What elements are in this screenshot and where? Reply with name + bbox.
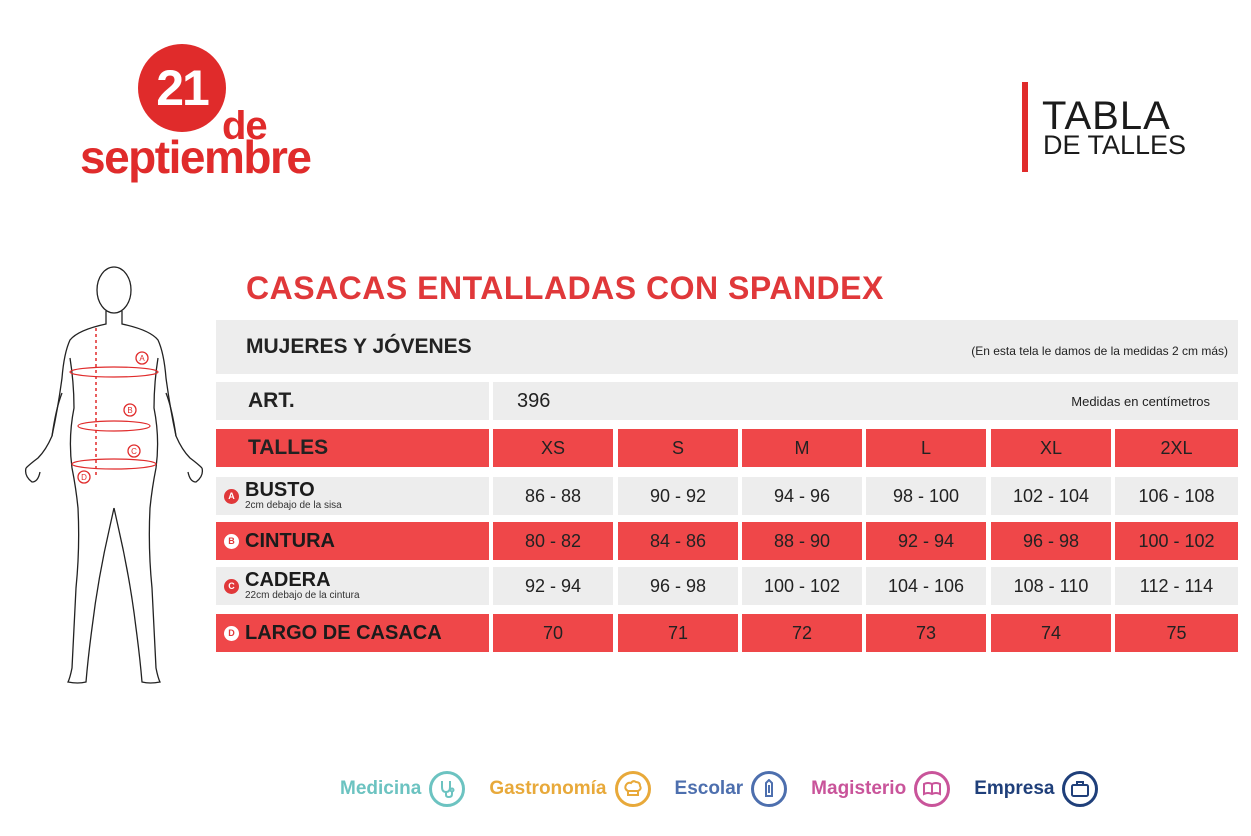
table-heading: CASACAS ENTALLADAS CON SPANDEX — [246, 270, 884, 306]
category-label: Medicina — [340, 778, 422, 799]
marker-b-badge: B — [224, 533, 239, 549]
table-cell: 71 — [618, 614, 738, 652]
art-value: 396 — [517, 389, 551, 412]
table-cell: 104 - 106 — [866, 567, 986, 605]
table-cell: 72 — [742, 614, 862, 652]
table-cell: 70 — [493, 614, 613, 652]
table-cell: 108 - 110 — [991, 567, 1111, 605]
table-cell: 84 - 86 — [618, 522, 738, 560]
logo-month: septiembre — [80, 131, 312, 183]
size-header: XL — [991, 429, 1111, 467]
category-label: Gastronomía — [489, 778, 607, 799]
title-accent-bar — [1022, 82, 1028, 172]
row-name: BUSTO — [245, 479, 315, 501]
table-cell: 75 — [1115, 614, 1238, 652]
table-cell: 73 — [866, 614, 986, 652]
figure-marker-a: A — [139, 354, 145, 363]
figure-marker-b: B — [127, 406, 132, 415]
group-row: MUJERES Y JÓVENES (En esta tela le damos… — [216, 320, 1238, 374]
marker-c-badge: C — [224, 578, 239, 594]
size-header: M — [742, 429, 862, 467]
group-note: (En esta tela le damos de la medidas 2 c… — [971, 344, 1228, 358]
talles-header-label: TALLES — [248, 436, 329, 459]
table-cell: 96 - 98 — [618, 567, 738, 605]
table-cell: 106 - 108 — [1115, 477, 1238, 515]
book-icon — [914, 771, 951, 807]
group-label: MUJERES Y JÓVENES — [246, 335, 472, 358]
table-cell: 94 - 96 — [742, 477, 862, 515]
category-label: Magisterio — [811, 778, 907, 799]
category-gastronomia[interactable]: Gastronomía — [489, 771, 651, 807]
table-cell: 90 - 92 — [618, 477, 738, 515]
row-name: LARGO DE CASACA — [245, 622, 442, 644]
chef-hat-icon — [614, 771, 651, 807]
marker-a-badge: A — [224, 488, 239, 504]
units-note: Medidas en centímetros — [1071, 393, 1210, 409]
row-label-busto: A BUSTO 2cm debajo de la sisa — [216, 477, 489, 515]
category-medicina[interactable]: Medicina — [340, 771, 466, 807]
figure-marker-c: C — [131, 447, 137, 456]
table-cell: 86 - 88 — [493, 477, 613, 515]
art-value-cell: 396 Medidas en centímetros — [493, 382, 1238, 420]
table-cell: 102 - 104 — [991, 477, 1111, 515]
table-cell: 96 - 98 — [991, 522, 1111, 560]
row-subtitle: 22cm debajo de la cintura — [245, 590, 360, 601]
category-label: Empresa — [974, 778, 1055, 799]
table-cell: 74 — [991, 614, 1111, 652]
page-title-line2: DE TALLES — [1043, 130, 1187, 160]
table-cell: 112 - 114 — [1115, 567, 1238, 605]
figure-marker-d: D — [81, 473, 87, 482]
category-label: Escolar — [674, 778, 744, 799]
talles-header-cell: TALLES — [216, 429, 489, 467]
brand-logo: 21 de septiembre — [80, 38, 350, 188]
row-label-cadera: C CADERA 22cm debajo de la cintura — [216, 567, 489, 605]
briefcase-icon — [1062, 771, 1099, 807]
category-footer: Medicina Gastronomía Escolar Magisterio … — [340, 770, 1122, 808]
table-cell: 80 - 82 — [493, 522, 613, 560]
size-header: 2XL — [1115, 429, 1238, 467]
logo-number: 21 — [138, 44, 226, 132]
category-magisterio[interactable]: Magisterio — [811, 771, 951, 807]
table-cell: 98 - 100 — [866, 477, 986, 515]
row-label-largo: D LARGO DE CASACA — [216, 614, 489, 652]
size-header: XS — [493, 429, 613, 467]
table-cell: 92 - 94 — [866, 522, 986, 560]
row-name: CADERA — [245, 569, 331, 591]
page-title-line1: TABLA — [1042, 94, 1171, 138]
table-cell: 88 - 90 — [742, 522, 862, 560]
table-cell: 100 - 102 — [1115, 522, 1238, 560]
art-label: ART. — [248, 389, 295, 412]
marker-d-badge: D — [224, 625, 239, 641]
size-header: L — [866, 429, 986, 467]
category-empresa[interactable]: Empresa — [974, 771, 1099, 807]
stethoscope-icon — [429, 771, 466, 807]
category-escolar[interactable]: Escolar — [675, 771, 788, 807]
table-cell: 100 - 102 — [742, 567, 862, 605]
table-cell: 92 - 94 — [493, 567, 613, 605]
row-subtitle: 2cm debajo de la sisa — [245, 500, 342, 511]
size-header: S — [618, 429, 738, 467]
row-name: CINTURA — [245, 530, 335, 552]
row-label-cintura: B CINTURA — [216, 522, 489, 560]
body-figure-illustration: A B C D — [24, 266, 204, 684]
logo-de: de — [222, 104, 268, 148]
art-label-cell: ART. — [216, 382, 489, 420]
pencil-icon — [751, 771, 788, 807]
